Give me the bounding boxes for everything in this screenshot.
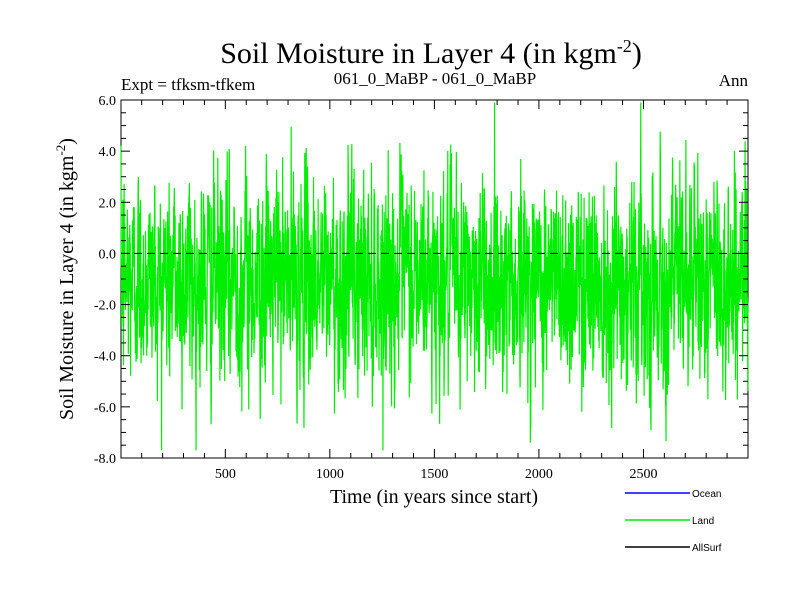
y-tick-label: 0.0 bbox=[99, 247, 117, 262]
legend-label-land: Land bbox=[692, 516, 714, 527]
chart-title-tail: ) bbox=[632, 37, 642, 70]
series-layer bbox=[120, 102, 749, 451]
y-axis-label-main: Soil Moisture in Layer 4 (in kgm bbox=[56, 155, 78, 420]
x-axis-label: Time (in years since start) bbox=[330, 486, 538, 508]
tick-layer bbox=[121, 99, 748, 459]
x-tick-label: 2500 bbox=[629, 467, 657, 482]
chart-title-main: Soil Moisture in Layer 4 (in kgm bbox=[220, 37, 617, 70]
y-tick-label: -4.0 bbox=[94, 350, 116, 365]
legend: Ocean Land AllSurf bbox=[625, 489, 722, 554]
legend-label-allsurf: AllSurf bbox=[692, 543, 722, 554]
y-tick-label: -6.0 bbox=[94, 401, 116, 416]
experiment-label: Expt = tfksm-tfkem bbox=[121, 75, 255, 94]
y-tick-label: 2.0 bbox=[99, 196, 117, 211]
legend-label-ocean: Ocean bbox=[692, 489, 721, 500]
series-land-line bbox=[120, 102, 749, 451]
y-tick-label: -8.0 bbox=[94, 452, 116, 467]
chart-title: Soil Moisture in Layer 4 (in kgm-2) bbox=[220, 36, 642, 70]
comparison-label: 061_0_MaBP - 061_0_MaBP bbox=[334, 69, 536, 88]
tick-label-layer: -8.0 -6.0 -4.0 -2.0 0.0 2.0 4.0 6.0 500 1000 1500 2… bbox=[94, 94, 658, 482]
x-tick-label: 1500 bbox=[420, 467, 448, 482]
season-label: Ann bbox=[719, 71, 749, 90]
y-tick-label: 4.0 bbox=[99, 145, 117, 160]
chart-title-sup: -2 bbox=[617, 36, 632, 56]
x-tick-label: 500 bbox=[215, 467, 236, 482]
y-axis-label-sup: -2 bbox=[53, 145, 68, 156]
x-tick-label: 1000 bbox=[316, 467, 344, 482]
y-tick-label: 6.0 bbox=[99, 94, 117, 109]
y-tick-label: -2.0 bbox=[94, 299, 116, 314]
x-tick-label: 2000 bbox=[525, 467, 553, 482]
y-axis-label-tail: ) bbox=[56, 138, 78, 145]
y-axis-label: Soil Moisture in Layer 4 (in kgm-2) bbox=[53, 138, 78, 420]
